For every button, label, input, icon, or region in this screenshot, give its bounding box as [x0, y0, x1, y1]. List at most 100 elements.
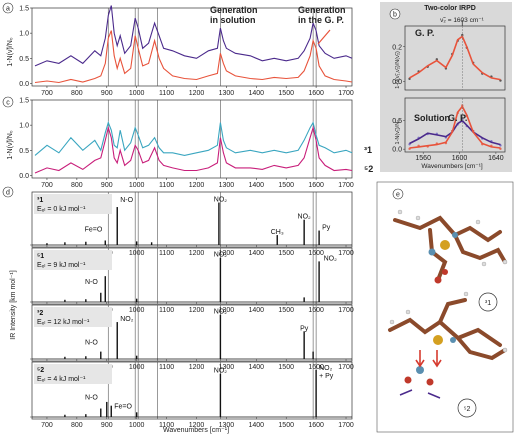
panel-c-xtick-label: 900 — [101, 182, 113, 189]
panel-c-xtick-label: 800 — [71, 182, 83, 189]
panel-b-top-ytick-label: 0.0 — [392, 79, 402, 86]
panel-d-row-0-energy: Eₑₗ = 0 kJ mol⁻¹ — [37, 206, 86, 213]
panel-d-row-1-xtick-label: 1000 — [129, 307, 145, 314]
panel-b-letter: b — [393, 12, 397, 19]
panel-d-row-0-species: ³1 — [37, 197, 43, 204]
panel-b-top-frame — [404, 25, 506, 91]
panel-d-row-2-label-box — [34, 307, 112, 327]
panel-a-xtick-label: 1000 — [129, 90, 145, 97]
molecule-52-o2 — [426, 378, 434, 386]
legend-gp: Generation in the G. P. — [298, 5, 348, 25]
panel-a: a 700 800 900 1000 1100 1200 1300 1400 1500 1600 1… — [2, 2, 354, 97]
molecule-52 — [388, 291, 508, 399]
panel-c-xtick-label: 1500 — [278, 182, 294, 189]
panel-a-xtick-label: 1600 — [308, 90, 324, 97]
panel-d-row-3-xtick-label: 1600 — [308, 422, 324, 429]
panel-c-xtick-label: 1100 — [159, 182, 174, 189]
molecule-31-o — [434, 276, 442, 284]
panel-c-ylabel: 1-N(ν̃)/N₀ — [7, 130, 14, 159]
panel-d-row-1-annotation: N-O — [85, 279, 98, 286]
molecule-52-label-circle — [457, 398, 477, 418]
molecule-52-h3 — [463, 291, 469, 297]
panel-e: e ³1 — [376, 181, 514, 433]
panel-a-ytick-label: 1.5 — [19, 6, 29, 13]
panel-c: c 700 800 900 1000 1100 1200 1300 1400 1500 1600 1… — [2, 96, 373, 189]
panel-d-row-0-xtick-label: 1300 — [219, 250, 235, 257]
panel-a-xtick-label: 1500 — [278, 90, 294, 97]
molecule-31-h3 — [475, 219, 481, 225]
panel-d-row-3-xtick-label: 900 — [101, 422, 113, 429]
panel-d-row-2-xtick-label: 1500 — [278, 364, 294, 371]
panel-d-row-3-label-box — [34, 364, 112, 384]
panel-d-row-3-xtick-label: 1100 — [159, 422, 174, 429]
molecule-52-h4 — [502, 347, 508, 353]
panel-d-row-3-annotation: NO₂ — [214, 368, 228, 375]
molecule-52-ring — [456, 336, 507, 361]
panel-c-badge — [2, 96, 14, 108]
panel-c-letter: c — [6, 100, 10, 107]
panel-d-row-3-annotation: Fe=O — [114, 404, 132, 411]
panel-a-series-0 — [34, 5, 353, 67]
panel-d-row-2-xtick-label: 1700 — [338, 364, 354, 371]
molecule-52-h1 — [389, 319, 395, 325]
molecule-52-n — [416, 366, 424, 374]
panel-d-row-1-annotation: NO₂ — [324, 255, 338, 262]
panel-d-row-0-annotation: Fe=O — [85, 226, 103, 233]
panel-d-row-0-annotation: NO₂ — [214, 197, 228, 204]
panel-b-gp-bottom: G. P. — [448, 113, 467, 123]
panel-d-row-2-frame — [31, 304, 353, 362]
panel-c-ytick-label: 1.0 — [19, 123, 29, 130]
molecule-52-arrowhead1 — [415, 359, 425, 368]
molecule-52-arrow3 — [399, 389, 413, 396]
panel-d-row-0-label-box — [34, 194, 112, 214]
panel-a-badge — [2, 2, 14, 14]
molecule-52-o1 — [404, 376, 412, 384]
panel-d-row-1-label-box — [34, 250, 112, 270]
panel-d-row-2-species: ³2 — [37, 310, 43, 317]
panel-d-row-0-xtick-label: 1100 — [159, 250, 174, 257]
molecule-31-label: ³1 — [485, 300, 491, 307]
panel-c-ytick-label: 0.5 — [19, 148, 29, 155]
panel-d-row-2-xtick-label: 1200 — [189, 364, 205, 371]
panel-d-row-1-xtick-label: 1200 — [189, 307, 205, 314]
panel-d-row-0-xtick-label: 1700 — [338, 250, 354, 257]
panel-b-ylabel-top: 1-N(ν̃₁,ν̃₂)/N(ν̃₂) — [395, 51, 401, 89]
panel-c-xtick-label: 1400 — [249, 182, 265, 189]
molecule-31-arm — [428, 228, 448, 282]
panel-a-letter: a — [6, 6, 10, 13]
panel-d-row-2-xtick-label: 1400 — [249, 364, 265, 371]
panel-d-row-2-annotation: NO₂ — [120, 316, 134, 323]
panel-c-xtick-label: 1200 — [189, 182, 205, 189]
panel-c-frame — [31, 99, 353, 179]
label-31: ³1 — [364, 145, 372, 155]
molecule-52-n2 — [450, 337, 456, 343]
legend-solution: Generation in solution — [210, 5, 260, 25]
panel-d-row-3-xtick-label: 1000 — [129, 422, 145, 429]
panel-d-row-3-frame — [31, 361, 353, 420]
molecule-52-fe — [433, 335, 443, 345]
panel-b-solution: Solution — [414, 113, 450, 123]
molecule-52-h2 — [405, 309, 411, 315]
panel-c-ytick-label: 0.0 — [19, 173, 29, 180]
panel-b-bottom-series-0 — [409, 119, 501, 146]
panel-d-row-2-energy: Eₑₗ = 12 kJ mol⁻¹ — [37, 319, 90, 326]
legend-solution-line1: Generation — [210, 5, 258, 15]
panel-b-top-series-0 — [409, 35, 501, 81]
panel-c-xtick-label: 1000 — [129, 182, 145, 189]
panel-a-ytick-label: 0.0 — [19, 81, 29, 88]
panel-d-row-2-xtick-label: 1300 — [219, 364, 235, 371]
panel-b-title: Two-color IRPD — [424, 5, 476, 12]
panel-d-row-2-xtick-label: 1000 — [129, 364, 145, 371]
molecule-31-n2 — [452, 232, 458, 238]
panel-b-xtick-label: 1560 — [415, 155, 431, 162]
panel-d-row-2-xtick-label: 1100 — [159, 364, 174, 371]
panel-a-xtick-label: 800 — [71, 90, 83, 97]
panel-d-row-1-xtick-label: 1300 — [219, 307, 235, 314]
panel-a-xtick-label: 1200 — [189, 90, 205, 97]
panel-b-bottom-series-1 — [409, 105, 501, 149]
molecule-31-ring — [453, 233, 507, 264]
panel-d-row-1-xtick-label: 1100 — [159, 307, 174, 314]
panel-d-row-0-xtick-label: 1000 — [129, 250, 145, 257]
panel-c-xtick-label: 1700 — [338, 182, 354, 189]
panel-d-row-1-xtick-label: 1500 — [278, 307, 294, 314]
